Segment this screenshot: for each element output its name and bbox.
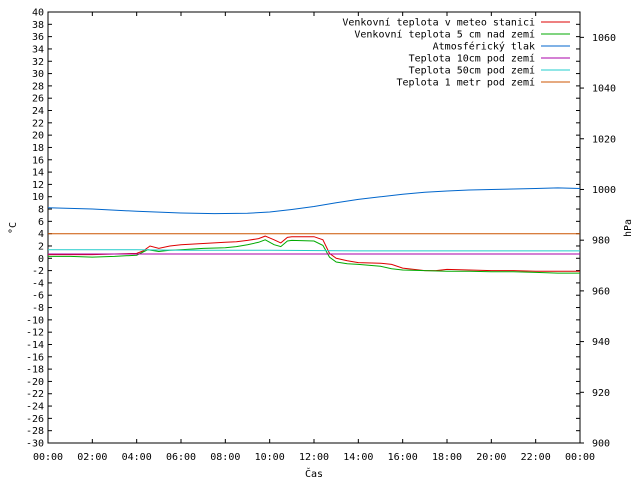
y-left-tick-label: -30: [26, 439, 44, 450]
x-tick-label: 22:00: [521, 452, 551, 463]
y-left-tick-label: -14: [26, 340, 44, 351]
x-tick-label: 14:00: [343, 452, 373, 463]
y-left-tick-label: -6: [32, 291, 44, 302]
y-left-tick-label: -16: [26, 352, 44, 363]
y-right-tick-label: 1000: [592, 185, 616, 196]
y-left-tick-label: 18: [32, 143, 44, 154]
y-left-tick-label: 36: [32, 32, 44, 43]
x-tick-label: 00:00: [33, 452, 63, 463]
y-left-tick-label: 38: [32, 20, 44, 31]
x-axis-label: Čas: [305, 467, 323, 480]
y-left-tick-label: 22: [32, 118, 44, 129]
y-left-tick-label: 24: [32, 106, 44, 117]
y-right-tick-label: 960: [592, 286, 610, 297]
y-left-tick-label: 26: [32, 94, 44, 105]
series-line: [48, 235, 580, 272]
x-tick-label: 16:00: [388, 452, 418, 463]
y-left-tick-label: 40: [32, 8, 44, 19]
series-line: [48, 249, 580, 252]
x-tick-label: 02:00: [77, 452, 107, 463]
legend-label: Venkovní teplota v meteo stanici: [342, 17, 535, 29]
x-tick-label: 00:00: [565, 452, 595, 463]
y-left-tick-label: 6: [38, 217, 44, 228]
y-left-axis: 4038363432302826242220181614121086420-2-…: [26, 8, 580, 450]
x-tick-label: 04:00: [122, 452, 152, 463]
y-right-tick-label: 920: [592, 388, 610, 399]
y-left-tick-label: 16: [32, 155, 44, 166]
series-lines: [47, 187, 581, 274]
y-left-tick-label: 32: [32, 57, 44, 68]
y-left-tick-label: -2: [32, 266, 44, 277]
series-line: [48, 239, 580, 274]
y-left-tick-label: 12: [32, 180, 44, 191]
y-right-axis-label: hPa: [623, 219, 634, 237]
y-left-tick-label: 10: [32, 192, 44, 203]
x-tick-label: 06:00: [166, 452, 196, 463]
y-left-tick-label: -4: [32, 278, 44, 289]
y-right-tick-label: 900: [592, 439, 610, 450]
y-left-tick-label: 14: [32, 168, 44, 179]
y-right-tick-label: 1020: [592, 134, 616, 145]
y-left-tick-label: -22: [26, 389, 44, 400]
y-right-axis: 900 920 940 960 980 1000 1020 1040 1060: [580, 33, 616, 450]
y-right-tick-label: 940: [592, 337, 610, 348]
y-left-axis-label: °C: [8, 222, 19, 234]
y-left-tick-label: 28: [32, 81, 44, 92]
series-line: [47, 187, 581, 215]
y-left-tick-label: 4: [38, 229, 44, 240]
legend-label: Atmosférický tlak: [433, 41, 535, 53]
x-axis: 00:00 02:00 04:00 06:00 08:00 10:00 12:00 14:00…: [33, 12, 595, 463]
legend: Venkovní teplota v meteo staniciVenkovní…: [342, 17, 570, 89]
y-left-tick-label: -18: [26, 365, 44, 376]
y-left-tick-label: -20: [26, 377, 44, 388]
legend-label: Venkovní teplota 5 cm nad zemí: [354, 29, 535, 41]
x-tick-label: 20:00: [476, 452, 506, 463]
legend-label: Teplota 50cm pod zemí: [409, 65, 535, 77]
y-right-tick-label: 1040: [592, 84, 616, 95]
x-tick-label: 18:00: [432, 452, 462, 463]
y-left-tick-label: 30: [32, 69, 44, 80]
legend-label: Teplota 10cm pod zemí: [409, 53, 535, 65]
y-left-tick-label: -10: [26, 315, 44, 326]
y-left-tick-label: -12: [26, 328, 44, 339]
y-left-tick-label: -26: [26, 414, 44, 425]
y-left-tick-label: 20: [32, 131, 44, 142]
y-left-tick-label: 8: [38, 205, 44, 216]
y-right-tick-label: 980: [592, 236, 610, 247]
y-left-tick-label: -28: [26, 426, 44, 437]
legend-label: Teplota 1 metr pod zemí: [397, 77, 535, 89]
y-left-tick-label: -24: [26, 402, 44, 413]
y-left-tick-label: 0: [38, 254, 44, 265]
y-right-tick-label: 1060: [592, 33, 616, 44]
y-left-tick-label: 34: [32, 44, 44, 55]
y-left-tick-label: -8: [32, 303, 44, 314]
x-tick-label: 08:00: [210, 452, 240, 463]
x-tick-label: 10:00: [255, 452, 285, 463]
x-tick-label: 12:00: [299, 452, 329, 463]
y-left-tick-label: 2: [38, 241, 44, 252]
